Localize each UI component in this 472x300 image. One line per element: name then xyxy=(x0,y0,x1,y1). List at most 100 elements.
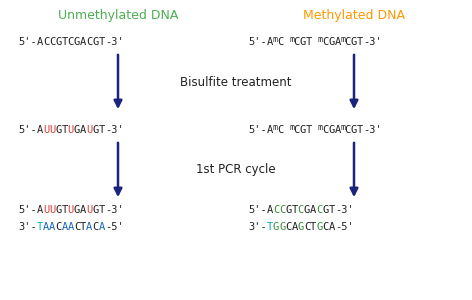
Text: U: U xyxy=(86,125,93,135)
Text: C: C xyxy=(279,205,285,215)
Text: G: G xyxy=(316,222,322,232)
Text: T: T xyxy=(99,205,105,215)
Text: T: T xyxy=(61,125,67,135)
Text: G: G xyxy=(74,205,80,215)
Text: C: C xyxy=(277,125,283,135)
Text: -3': -3' xyxy=(105,205,124,215)
Text: U: U xyxy=(49,205,55,215)
Text: A: A xyxy=(334,37,341,47)
Text: C: C xyxy=(273,205,279,215)
Text: 5'-: 5'- xyxy=(18,125,37,135)
Text: Unmethylated DNA: Unmethylated DNA xyxy=(58,8,178,22)
Text: G: G xyxy=(298,222,304,232)
Text: T: T xyxy=(305,37,312,47)
Text: -5': -5' xyxy=(105,222,124,232)
Text: G: G xyxy=(322,205,329,215)
Text: C: C xyxy=(304,222,310,232)
Text: T: T xyxy=(310,222,316,232)
Text: T: T xyxy=(305,125,312,135)
Text: C: C xyxy=(74,222,80,232)
Text: m: m xyxy=(341,34,346,43)
Text: G: G xyxy=(93,205,99,215)
Text: T: T xyxy=(80,222,86,232)
Text: U: U xyxy=(49,125,55,135)
Text: U: U xyxy=(43,125,49,135)
Text: U: U xyxy=(67,125,74,135)
Text: U: U xyxy=(43,205,49,215)
Text: G: G xyxy=(351,37,357,47)
Text: -3': -3' xyxy=(105,125,124,135)
Text: C: C xyxy=(293,125,299,135)
Text: A: A xyxy=(86,222,93,232)
Text: C: C xyxy=(322,37,328,47)
Text: A: A xyxy=(37,37,43,47)
Text: C: C xyxy=(86,37,93,47)
Text: A: A xyxy=(310,205,316,215)
Text: T: T xyxy=(99,125,105,135)
Text: -5': -5' xyxy=(335,222,354,232)
Text: 5'-: 5'- xyxy=(248,37,267,47)
Text: C: C xyxy=(93,222,99,232)
Text: A: A xyxy=(37,205,43,215)
Text: T: T xyxy=(99,37,105,47)
Text: G: G xyxy=(273,222,279,232)
Text: 5'-: 5'- xyxy=(18,37,37,47)
Text: C: C xyxy=(43,37,49,47)
Text: G: G xyxy=(55,37,61,47)
Text: G: G xyxy=(299,125,306,135)
Text: 5'-: 5'- xyxy=(18,205,37,215)
Text: G: G xyxy=(74,37,80,47)
Text: -3': -3' xyxy=(363,125,382,135)
Text: G: G xyxy=(328,37,335,47)
Text: C: C xyxy=(49,37,55,47)
Text: -3': -3' xyxy=(105,37,124,47)
Text: G: G xyxy=(93,37,99,47)
Text: C: C xyxy=(345,37,351,47)
Text: C: C xyxy=(67,37,74,47)
Text: G: G xyxy=(304,205,310,215)
Text: -3': -3' xyxy=(363,37,382,47)
Text: C: C xyxy=(298,205,304,215)
Text: m: m xyxy=(273,34,278,43)
Text: A: A xyxy=(99,222,105,232)
Text: Methylated DNA: Methylated DNA xyxy=(303,8,405,22)
Text: G: G xyxy=(93,125,99,135)
Text: C: C xyxy=(316,205,322,215)
Text: A: A xyxy=(329,222,335,232)
Text: A: A xyxy=(43,222,49,232)
Text: A: A xyxy=(291,222,298,232)
Text: m: m xyxy=(289,122,294,131)
Text: T: T xyxy=(267,222,273,232)
Text: A: A xyxy=(80,37,86,47)
Text: 3'-: 3'- xyxy=(18,222,37,232)
Text: U: U xyxy=(67,205,74,215)
Text: C: C xyxy=(322,222,329,232)
Text: m: m xyxy=(273,122,278,131)
Text: Bisulfite treatment: Bisulfite treatment xyxy=(180,76,292,88)
Text: T: T xyxy=(61,37,67,47)
Text: T: T xyxy=(357,125,363,135)
Text: C: C xyxy=(55,222,61,232)
Text: G: G xyxy=(55,125,61,135)
Text: 3'-: 3'- xyxy=(248,222,267,232)
Text: T: T xyxy=(357,37,363,47)
Text: T: T xyxy=(37,222,43,232)
Text: A: A xyxy=(80,125,86,135)
Text: C: C xyxy=(293,37,299,47)
Text: m: m xyxy=(318,122,323,131)
Text: 5'-: 5'- xyxy=(248,125,267,135)
Text: A: A xyxy=(267,125,273,135)
Text: A: A xyxy=(61,222,67,232)
Text: A: A xyxy=(267,205,273,215)
Text: C: C xyxy=(285,222,291,232)
Text: A: A xyxy=(67,222,74,232)
Text: A: A xyxy=(334,125,341,135)
Text: G: G xyxy=(351,125,357,135)
Text: A: A xyxy=(37,125,43,135)
Text: G: G xyxy=(285,205,291,215)
Text: G: G xyxy=(55,205,61,215)
Text: 5'-: 5'- xyxy=(248,205,267,215)
Text: C: C xyxy=(345,125,351,135)
Text: A: A xyxy=(80,205,86,215)
Text: A: A xyxy=(267,37,273,47)
